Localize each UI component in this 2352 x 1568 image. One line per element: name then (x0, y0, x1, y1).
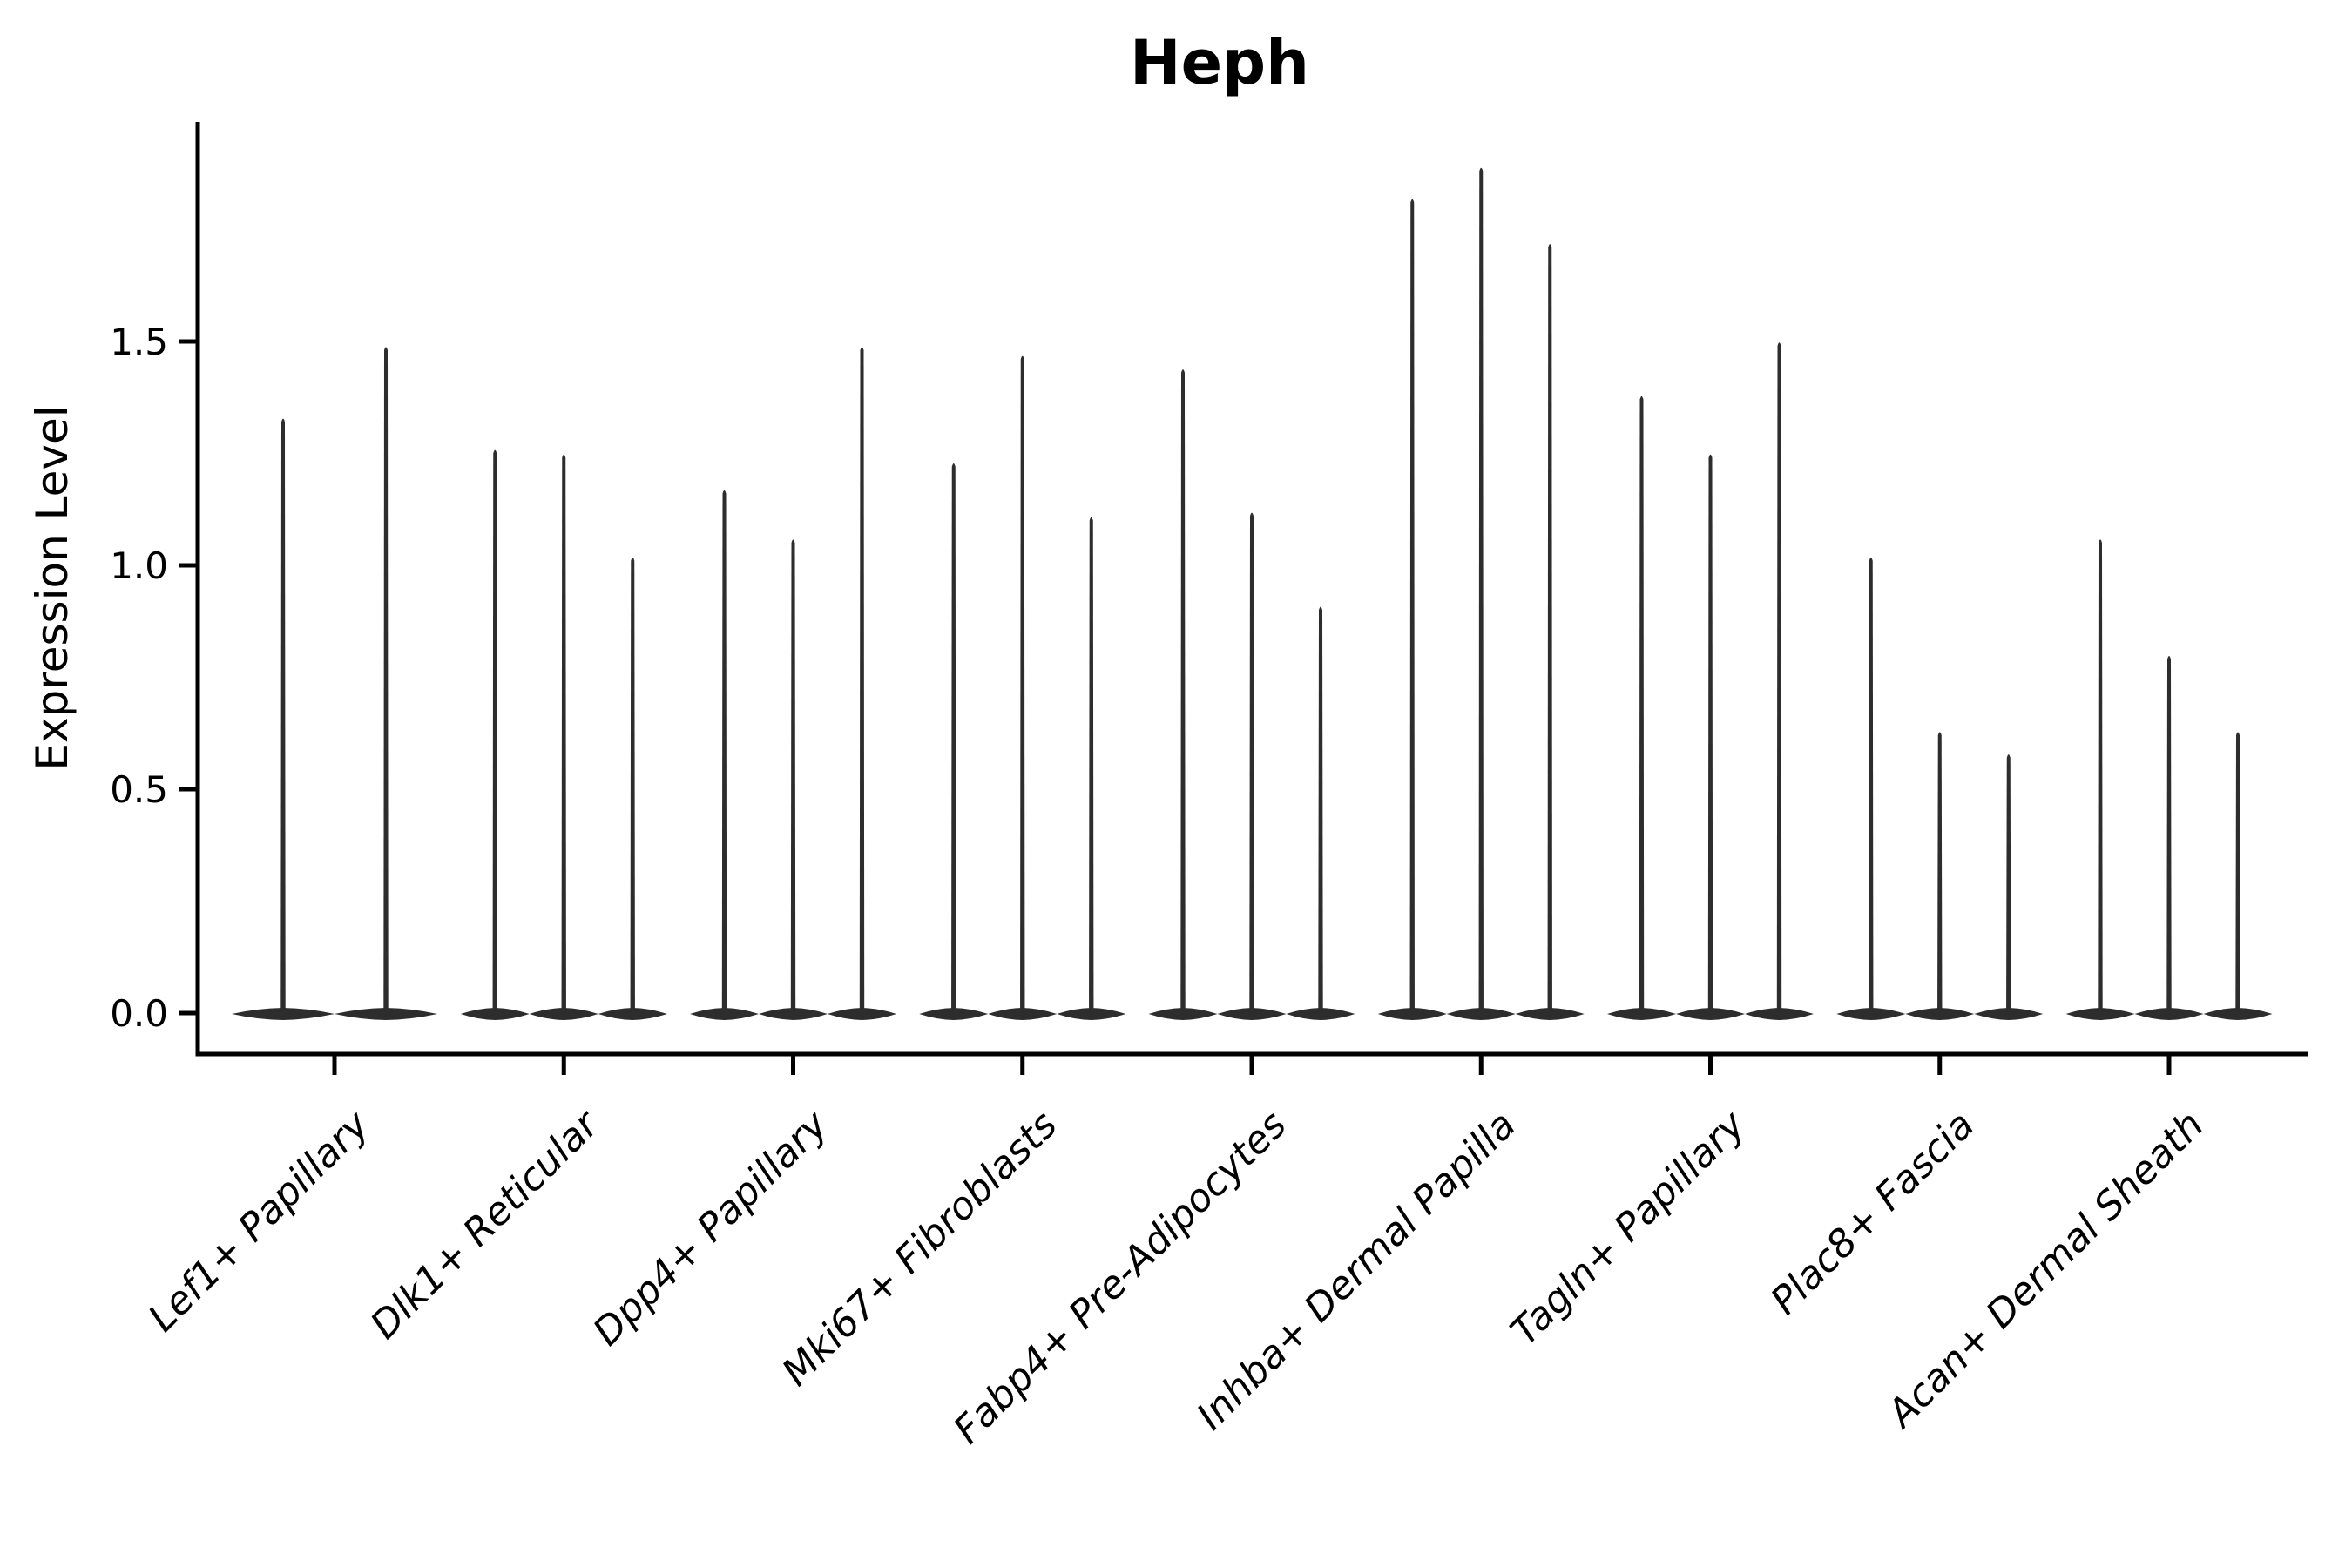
chart-title: Heph (1129, 27, 1310, 98)
violin-needle (1776, 342, 1782, 1013)
violin-needle (2098, 539, 2103, 1013)
violin-base (1217, 1008, 1287, 1020)
violin-needle (859, 347, 865, 1013)
violin-needle (2235, 732, 2240, 1013)
violin-needle (492, 449, 497, 1013)
violin-group-inhba-dermal-papilla (1377, 167, 1585, 1020)
violin-needle (2166, 656, 2172, 1013)
violin-base (2065, 1008, 2135, 1020)
violin-needle (951, 463, 956, 1013)
violin-base (335, 1008, 437, 1020)
violin-needle (1869, 557, 1874, 1013)
violin-base (232, 1008, 335, 1020)
x-tick-label-dlk1-reticular: Dlk1+ Reticular (362, 1101, 609, 1348)
violin-group-dlk1-reticular (460, 449, 667, 1020)
violin-base (1446, 1008, 1516, 1020)
violin-base (1607, 1008, 1676, 1020)
violin-base (2203, 1008, 2273, 1020)
violin-base (2134, 1008, 2204, 1020)
violin-group-fabp4-pre-adipocytes (1148, 369, 1355, 1020)
violin-needle (2006, 754, 2011, 1013)
violin-base (988, 1008, 1058, 1020)
violin-base (1676, 1008, 1745, 1020)
violin-group-mki67-fibroblasts (919, 355, 1126, 1020)
y-tick-label: 0.5 (110, 768, 168, 811)
violin-base (1745, 1008, 1814, 1020)
violin-needle (383, 347, 389, 1013)
x-tick-label-plac8-fascia: Plac8+ Fascia (1762, 1103, 1983, 1323)
violin-needle (1020, 355, 1025, 1013)
x-tick-label-dpp4-papillary: Dpp4+ Papillary (585, 1102, 837, 1355)
violin-base (690, 1008, 759, 1020)
violin-needle (1318, 606, 1323, 1013)
violin-base (1515, 1008, 1585, 1020)
x-tick-label-tagln-papillary: Tagln+ Papillary (1503, 1102, 1754, 1354)
violin-needle (1937, 732, 1943, 1013)
violin-needle (280, 418, 286, 1013)
violin-needle (1409, 199, 1415, 1013)
violin-base (460, 1008, 530, 1020)
violin-needle (561, 454, 566, 1013)
violin-base (1057, 1008, 1126, 1020)
y-tick-label: 1.5 (110, 321, 168, 363)
violin-base (1148, 1008, 1218, 1020)
violin-needle (1478, 167, 1484, 1014)
violin-group-lef1-papillary (232, 347, 437, 1020)
violin-base (759, 1008, 828, 1020)
violin-needle (790, 539, 796, 1013)
violin-group-dpp4-papillary (690, 347, 896, 1020)
violin-needle (630, 557, 635, 1013)
violin-group-tagln-papillary (1607, 342, 1814, 1020)
violin-group-plac8-fascia (1836, 557, 2044, 1020)
violin-base (1377, 1008, 1447, 1020)
violin-base (919, 1008, 989, 1020)
y-tick-label: 0.0 (110, 992, 168, 1035)
x-tick-label-lef1-papillary: Lef1+ Papillary (140, 1102, 379, 1341)
violin-base (1905, 1008, 1975, 1020)
violin-base (1836, 1008, 1906, 1020)
violin-needle (1707, 454, 1713, 1013)
violin-group-acan-dermal-sheath (2065, 539, 2273, 1020)
violin-base (598, 1008, 667, 1020)
violin-needle (1547, 244, 1552, 1013)
violin-base (529, 1008, 598, 1020)
violin-needle (1639, 395, 1645, 1013)
violin-needle (1089, 517, 1094, 1013)
violin-needle (1180, 369, 1186, 1014)
violin-base (1286, 1008, 1355, 1020)
y-tick-label: 1.0 (110, 544, 168, 587)
violin-base (1974, 1008, 2044, 1020)
violin-base (828, 1008, 896, 1020)
violin-needle (721, 490, 727, 1013)
violin-needle (1249, 512, 1254, 1013)
